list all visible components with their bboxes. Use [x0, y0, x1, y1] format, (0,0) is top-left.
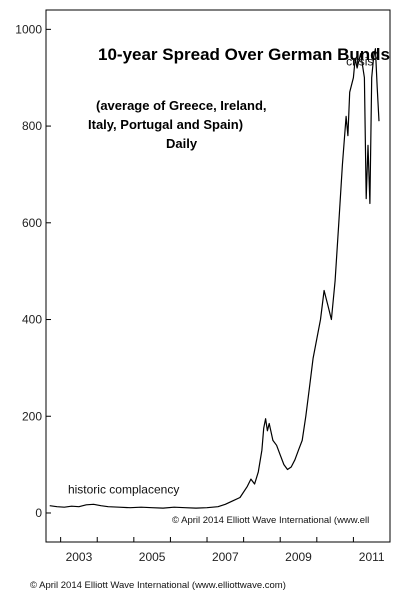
y-tick-label: 1000	[15, 22, 42, 36]
y-tick-label: 0	[35, 506, 42, 520]
chart-subtitle-line-2: Italy, Portugal and Spain)	[88, 117, 243, 132]
annotation-historic-complacency: historic complacency	[68, 483, 179, 497]
y-tick-label: 600	[22, 216, 42, 230]
x-axis: 2003 2005 2007 2009 2011	[60, 537, 391, 564]
y-tick-label: 200	[22, 409, 42, 423]
y-axis: 0 200 400 600 800 1000	[15, 22, 51, 520]
y-tick-label: 800	[22, 119, 42, 133]
footer-credit: © April 2014 Elliott Wave International …	[30, 580, 286, 591]
x-tick-label: 2003	[66, 550, 93, 564]
chart-title: 10-year Spread Over German Bunds	[98, 45, 390, 64]
plot-frame	[45, 9, 391, 543]
x-tick-label: 2007	[212, 550, 239, 564]
x-tick-label: 2009	[285, 550, 312, 564]
y-tick-label: 400	[22, 313, 42, 327]
chart-subtitle-line-1: (average of Greece, Ireland,	[96, 98, 267, 113]
series-line	[49, 48, 380, 509]
chart-subtitle-line-3: Daily	[166, 136, 198, 151]
x-tick-label: 2011	[359, 550, 385, 564]
x-tick-label: 2005	[139, 550, 166, 564]
annotation-crisis: crisis	[346, 55, 373, 69]
inner-credit: © April 2014 Elliott Wave International …	[172, 515, 369, 526]
